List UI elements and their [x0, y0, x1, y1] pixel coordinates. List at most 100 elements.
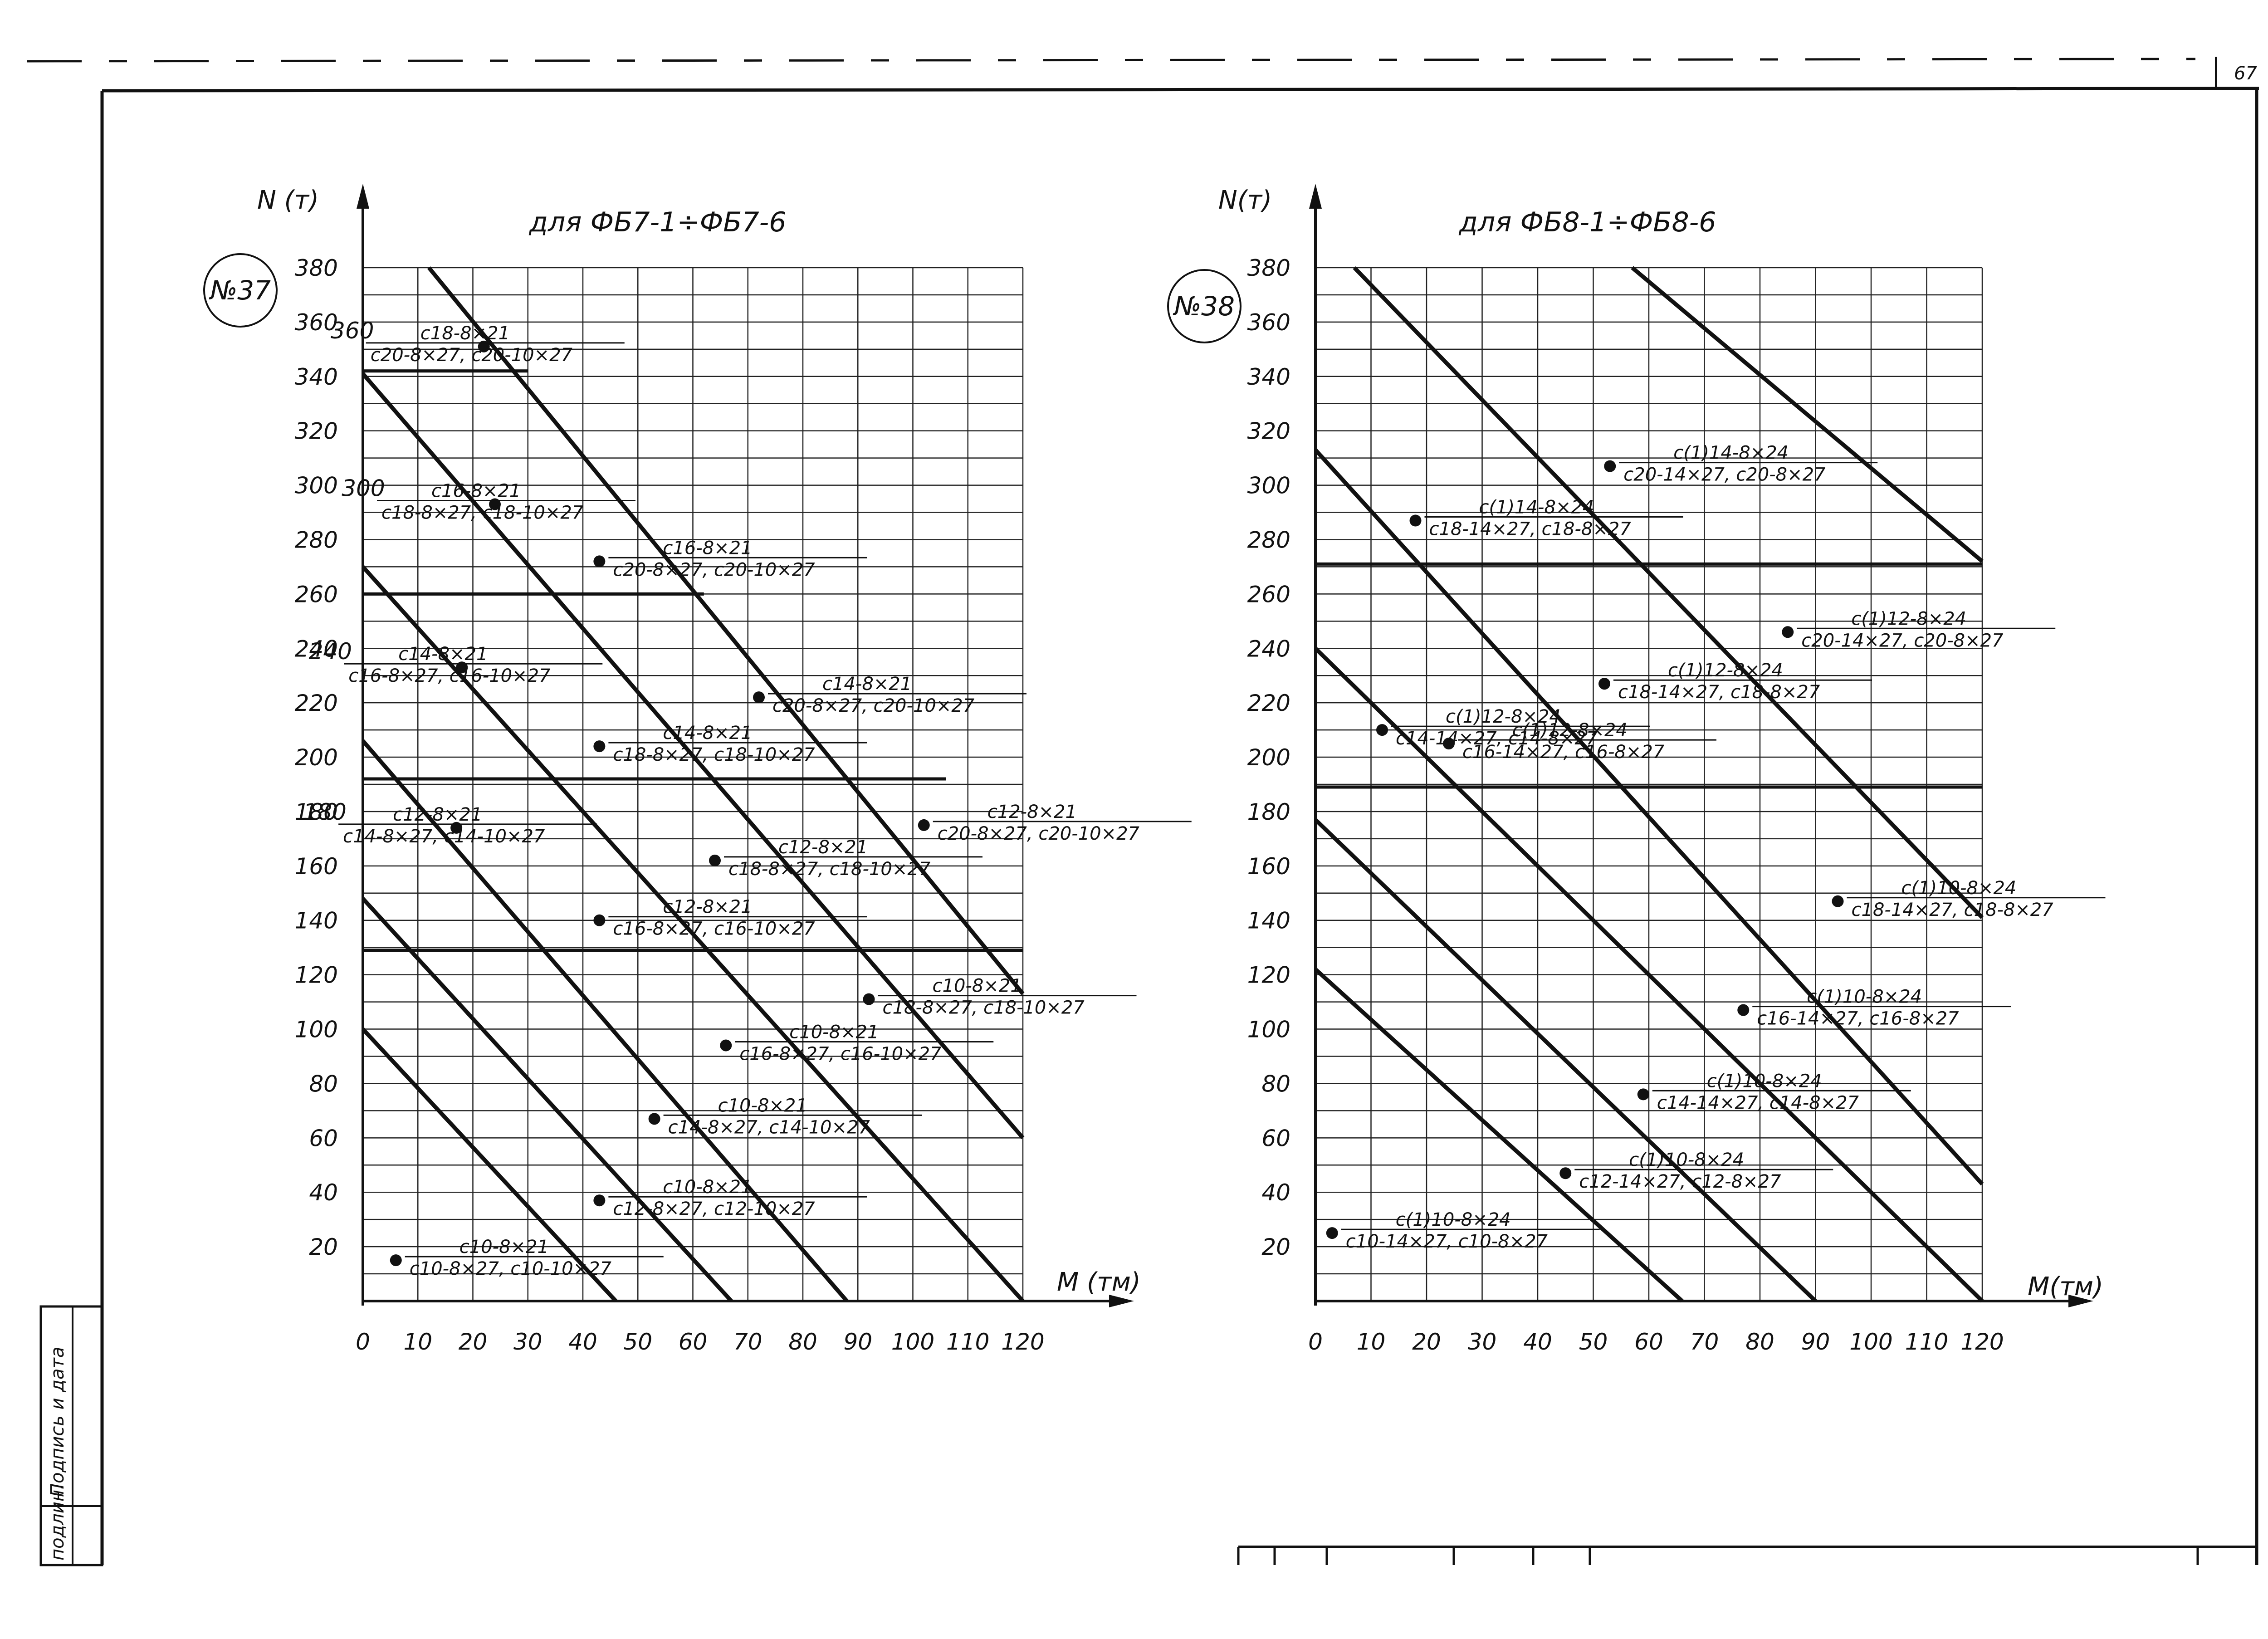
y-tick-label: 300	[295, 473, 338, 499]
boundary-line	[1353, 266, 1984, 919]
boundary-line	[361, 1027, 618, 1303]
point-label-top: с(1)12-8×24	[1446, 706, 1561, 727]
x-tick-label: 120	[1960, 1329, 2004, 1355]
x-tick-label: 70	[733, 1329, 763, 1355]
y-tick-label: 380	[1247, 255, 1290, 281]
point-label-bottom: с18-14×27, с18-8×27	[1429, 519, 1632, 540]
x-tick-label: 10	[1357, 1329, 1386, 1355]
data-point	[918, 819, 930, 831]
point-label-bottom: с18-8×27, с18-10×27	[381, 503, 584, 524]
y-tick-label: 180	[1247, 799, 1290, 825]
x-tick-label: 0	[356, 1329, 370, 1355]
y-tick-label: 80	[1261, 1071, 1290, 1097]
point-label-bottom: с16-8×27, с16-10×27	[348, 665, 551, 686]
y-tick-label: 40	[1261, 1179, 1290, 1206]
data-point	[1604, 460, 1616, 472]
data-point	[1376, 724, 1388, 736]
sheet-frame	[27, 57, 2259, 1566]
y-axis-arrow	[1309, 184, 1322, 209]
point-label-bottom: с20-8×27, с20-10×27	[938, 823, 1140, 844]
page-number: 67	[2234, 63, 2257, 84]
point-label-bottom: с16-14×27, с16-8×27	[1757, 1008, 1959, 1029]
grid	[1315, 267, 1983, 1302]
data-point	[390, 1254, 402, 1267]
y-tick-label: 260	[1247, 581, 1290, 607]
data-point	[753, 691, 765, 704]
point-label-bottom: с18-8×27, с18-10×27	[728, 859, 931, 880]
y-tick-label: 100	[295, 1017, 338, 1043]
point-label-bottom: с18-14×27, с18-8×27	[1618, 682, 1820, 703]
y-axis-arrow	[357, 184, 369, 209]
point-label-bottom: с12-14×27, с12-8×27	[1579, 1171, 1781, 1192]
point-label-bottom: с12-8×27, с12-10×27	[613, 1199, 815, 1219]
y-axis-label: N (т)	[257, 186, 319, 215]
y-tick-label: 280	[1247, 527, 1290, 553]
point-label-top: с(1)14-8×24	[1479, 497, 1594, 518]
point-label-bottom: с20-8×27, с20-10×27	[371, 345, 573, 366]
x-tick-label: 20	[459, 1329, 488, 1355]
y-tick-label: 380	[295, 255, 338, 281]
point-label-top: с18-8×21	[420, 323, 510, 344]
x-tick-label: 40	[1523, 1329, 1552, 1355]
x-tick-label: 50	[1579, 1329, 1608, 1355]
badge-circle	[203, 253, 278, 328]
point-label-top: с14-8×21	[822, 674, 912, 695]
badge-circle	[1167, 269, 1242, 343]
point-label-bottom: с20-14×27, с20-8×27	[1801, 630, 2004, 651]
x-tick-label: 50	[623, 1329, 652, 1355]
x-tick-label: 80	[788, 1329, 817, 1355]
point-label-bottom: с16-14×27, с16-8×27	[1462, 742, 1665, 763]
data-point	[593, 914, 606, 926]
y-tick-label: 120	[1247, 962, 1290, 988]
point-label-top: с10-8×21	[663, 1177, 752, 1198]
point-label-top: с10-8×21	[718, 1095, 807, 1116]
data-point	[593, 740, 606, 753]
point-label-bottom: с14-14×27, с14-8×27	[1396, 728, 1598, 749]
y-tick-label: 320	[295, 418, 338, 445]
y-tick-label: 40	[309, 1179, 338, 1206]
point-label-top: с14-8×21	[663, 723, 752, 744]
y-tick-label: 100	[1247, 1017, 1290, 1043]
point-label-top: с(1)10-8×24	[1396, 1209, 1511, 1230]
point-label-top: с14-8×21	[398, 644, 488, 665]
x-axis-arrow	[1109, 1295, 1134, 1307]
y-tick-label: 160	[1247, 853, 1290, 880]
boundary-line	[1314, 968, 1684, 1303]
x-tick-label: 90	[1801, 1329, 1830, 1355]
x-tick-label: 120	[1001, 1329, 1044, 1355]
data-point	[709, 854, 721, 866]
boundary-line	[427, 266, 1025, 995]
boundary-line	[361, 739, 849, 1302]
point-label-top: с12-8×21	[393, 804, 482, 825]
point-label-top: с(1)10-8×24	[1629, 1150, 1744, 1170]
chart-badge: №38	[1173, 291, 1235, 322]
point-label-top: с10-8×21	[933, 976, 1022, 997]
x-tick-label: 0	[1308, 1329, 1323, 1355]
point-label-top: с10-8×21	[789, 1022, 879, 1042]
point-label-bottom: с20-8×27, с20-10×27	[772, 695, 975, 716]
data-point	[1409, 514, 1422, 527]
y-tick-label: 160	[295, 853, 338, 880]
boundary-line	[361, 897, 733, 1303]
point-label-top: с12-8×21	[663, 897, 752, 918]
x-tick-label: 60	[1634, 1329, 1663, 1355]
data-point	[1737, 1004, 1750, 1016]
y-tick-label: 20	[309, 1234, 338, 1260]
side-value-label: 300	[342, 475, 385, 502]
y-tick-label: 220	[295, 690, 338, 716]
data-point	[1598, 678, 1610, 690]
x-tick-label: 20	[1412, 1329, 1441, 1355]
data-point	[863, 993, 875, 1005]
chart-no38: 0 10 20 30 40 50 60 70 80 90 100 110 120 20 40 60 80 100 1…	[1167, 184, 2106, 1355]
point-label-bottom: с14-8×27, с14-10×27	[668, 1117, 870, 1138]
x-tick-label: 100	[891, 1329, 934, 1355]
point-label-bottom: с18-8×27, с18-10×27	[883, 998, 1085, 1018]
y-tick-label: 240	[1247, 636, 1290, 662]
boundary-line	[1314, 448, 1984, 1186]
data-point	[593, 555, 606, 568]
point-label-top: с(1)10-8×24	[1901, 878, 2017, 899]
x-axis-arrow	[2068, 1295, 2093, 1307]
data-point	[648, 1113, 660, 1125]
point-label-bottom: с18-14×27, с18-8×27	[1852, 900, 2054, 920]
side-value-label: 240	[309, 638, 352, 665]
